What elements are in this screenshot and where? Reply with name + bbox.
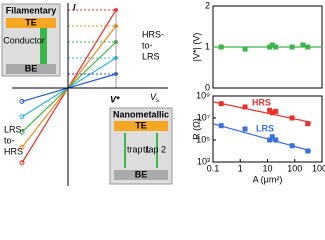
data-point bbox=[289, 44, 295, 50]
v-star-label: V* bbox=[110, 94, 120, 104]
y-tick-label: 10³ bbox=[197, 156, 210, 166]
x-tick-label: 10 bbox=[262, 163, 272, 173]
trap-label: trap 1 bbox=[127, 144, 150, 154]
inset-title: Nanometallic bbox=[113, 109, 169, 119]
data-point bbox=[269, 134, 275, 140]
iv-point bbox=[19, 129, 25, 135]
x-tick-label: 1 bbox=[238, 163, 243, 173]
data-point bbox=[267, 44, 273, 50]
data-point bbox=[242, 104, 248, 110]
x-tick-label: 1000 bbox=[312, 163, 325, 173]
data-point bbox=[267, 107, 273, 113]
data-point bbox=[218, 101, 224, 107]
reset-label: HRS bbox=[4, 146, 23, 156]
iv-point bbox=[19, 160, 25, 166]
te-label: TE bbox=[25, 17, 37, 27]
y-axis-label: R (Ω) bbox=[191, 118, 201, 140]
te-label: TE bbox=[135, 120, 147, 130]
x-axis-label: A (μm²) bbox=[253, 174, 283, 184]
y-tick-label: 10⁷ bbox=[197, 112, 210, 122]
y-tick-label: 10⁵ bbox=[196, 134, 210, 144]
data-point bbox=[273, 108, 279, 114]
set-label: HRS- bbox=[142, 29, 164, 39]
data-point bbox=[289, 115, 295, 121]
x-tick-label: 0.1 bbox=[207, 163, 220, 173]
be-layer bbox=[114, 170, 168, 180]
be-label: BE bbox=[25, 63, 38, 73]
data-point bbox=[305, 44, 311, 50]
iv-diagram bbox=[19, 8, 118, 166]
set-label: to- bbox=[142, 40, 153, 50]
reset-label: LRS- bbox=[4, 124, 25, 134]
iv-point bbox=[19, 144, 25, 150]
te-layer bbox=[114, 121, 168, 131]
fit-line bbox=[212, 123, 312, 152]
y-tick-label: 1 bbox=[205, 41, 210, 51]
data-point bbox=[273, 137, 279, 143]
data-point bbox=[305, 148, 311, 154]
data-point bbox=[218, 44, 224, 50]
conductor bbox=[40, 28, 47, 64]
data-point bbox=[218, 123, 224, 129]
te-layer bbox=[6, 18, 56, 28]
data-point bbox=[242, 46, 248, 52]
i-label: I bbox=[73, 2, 76, 12]
data-point bbox=[289, 143, 295, 149]
x-tick-label: 100 bbox=[287, 163, 302, 173]
series-label: LRS bbox=[256, 123, 274, 133]
conductor-label: Conductor bbox=[3, 35, 45, 45]
vs-main: V bbox=[150, 92, 157, 102]
reset-label: to- bbox=[4, 135, 15, 145]
data-point bbox=[273, 44, 279, 50]
charts: 0 1 2 |V*| (V) 10³ 10⁵ 10⁷ 10⁹ 0.1 1 10 100 1000 R (Ω… bbox=[191, 0, 325, 184]
y-tick-label: 2 bbox=[205, 0, 210, 10]
data-point bbox=[300, 42, 306, 48]
trap-label: trap 2 bbox=[143, 144, 166, 154]
figure: Filamentary TE Conductor BE Nanometallic… bbox=[1, 0, 325, 186]
data-point bbox=[267, 137, 273, 143]
inset-title: Filamentary bbox=[6, 5, 57, 15]
y-axis-label: |V*| (V) bbox=[191, 33, 201, 62]
series-label: HRS bbox=[252, 97, 271, 107]
filamentary-inset: Filamentary TE Conductor BE bbox=[1, 3, 61, 77]
data-point bbox=[305, 121, 311, 127]
data-point bbox=[269, 110, 275, 116]
data-point bbox=[242, 126, 248, 132]
vs-label: Vs bbox=[150, 92, 159, 103]
y-tick-label: 0 bbox=[205, 82, 210, 92]
iv-point bbox=[19, 98, 25, 104]
data-point bbox=[269, 42, 275, 48]
be-label: BE bbox=[135, 169, 148, 179]
vs-sub: s bbox=[156, 98, 159, 104]
y-tick-label: 10⁹ bbox=[196, 90, 210, 100]
set-label: LRS bbox=[142, 51, 160, 61]
fit-line bbox=[212, 101, 312, 123]
nanometallic-inset: Nanometallic TE trap 1 trap 2 BE bbox=[109, 107, 173, 185]
be-layer bbox=[6, 64, 56, 74]
iv-point bbox=[19, 114, 25, 120]
